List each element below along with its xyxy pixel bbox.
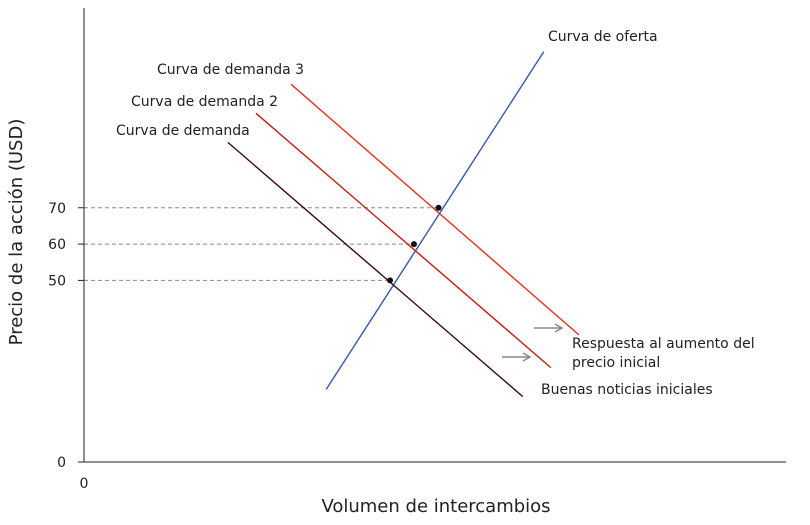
annotation-respuesta-line1: Respuesta al aumento del <box>572 336 755 352</box>
series-label-demanda-3: Curva de demanda 3 <box>157 62 304 78</box>
shift-arrow-icon <box>502 352 532 362</box>
shift-arrow-icon <box>534 323 564 333</box>
x-origin-label: 0 <box>80 476 89 492</box>
series-line-3 <box>290 83 580 336</box>
x-axis-title: Volumen de intercambios <box>321 496 550 517</box>
equilibrium-point <box>435 204 442 211</box>
y-tick-label: 70 <box>48 201 66 217</box>
equilibrium-points <box>387 204 442 284</box>
annotation-respuesta-line2: precio inicial <box>572 355 660 371</box>
series-lines <box>227 51 580 398</box>
series-label-demanda: Curva de demanda <box>116 123 250 139</box>
series-line-2 <box>255 112 552 369</box>
equilibrium-point <box>410 241 417 248</box>
series-line-1 <box>227 141 524 398</box>
y-tick-label: 60 <box>48 237 66 253</box>
annotation-buenas: Buenas noticias iniciales <box>541 382 713 398</box>
y-axis-title: Precio de la acción (USD) <box>6 119 27 346</box>
axes: 0 50 60 70 <box>48 8 786 471</box>
series-label-demanda-2: Curva de demanda 2 <box>131 94 278 110</box>
guide-lines <box>84 207 439 281</box>
chart-labels: 0 Volumen de intercambios Precio de la a… <box>6 29 755 517</box>
series-line-0 <box>325 51 545 390</box>
series-label-oferta: Curva de oferta <box>548 29 658 45</box>
y-tick-label: 0 <box>57 455 66 471</box>
y-tick-label: 50 <box>48 273 66 289</box>
equilibrium-point <box>387 277 394 284</box>
